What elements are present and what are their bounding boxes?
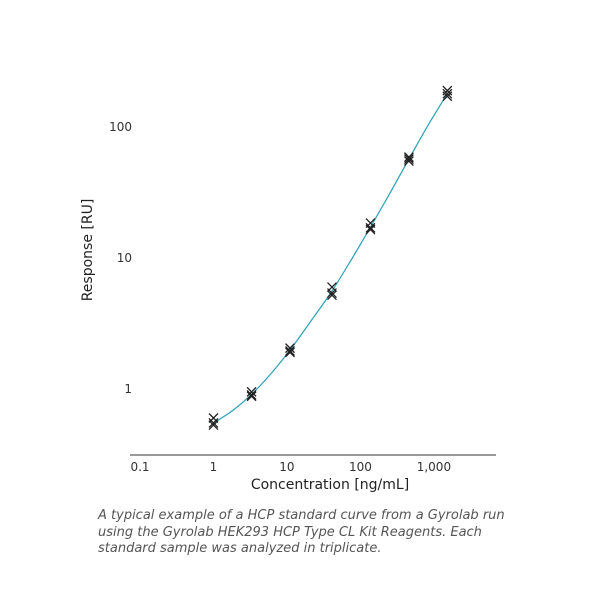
data-point-marker	[208, 420, 219, 431]
data-point-marker	[285, 346, 295, 356]
y-tick-label: 1	[124, 382, 132, 396]
y-tick-label: 10	[117, 251, 132, 265]
x-tick-labels: 0.1 1 10 100 1,000	[130, 460, 451, 474]
data-point-marker	[327, 290, 337, 301]
x-tick-label: 1,000	[417, 460, 451, 474]
data-point-marker	[285, 347, 295, 358]
data-point-marker	[246, 389, 257, 400]
data-point-marker	[365, 222, 376, 233]
fit-curve	[213, 93, 448, 424]
data-point-marker	[208, 413, 219, 423]
figure-caption: A typical example of a HCP standard curv…	[98, 508, 505, 556]
data-point-marker	[403, 152, 414, 163]
x-axis-title: Concentration [ng/mL]	[251, 477, 409, 493]
data-point-marker	[285, 343, 295, 354]
data-point-marker	[442, 91, 453, 102]
y-tick-labels: 1 10 100	[109, 120, 132, 396]
data-point-marker	[246, 391, 257, 402]
data-point-marker	[403, 154, 414, 165]
data-point-marker	[246, 386, 257, 397]
data-points	[208, 85, 453, 431]
x-tick-label: 10	[279, 460, 294, 474]
x-tick-label: 1	[210, 460, 218, 474]
y-tick-label: 100	[109, 120, 132, 134]
x-tick-label: 0.1	[130, 460, 149, 474]
y-axis-title: Response [RU]	[80, 199, 96, 302]
data-point-marker	[327, 288, 337, 299]
data-point-marker	[365, 224, 376, 235]
x-tick-label: 100	[349, 460, 372, 474]
data-point-marker	[442, 88, 453, 99]
data-point-marker	[403, 156, 414, 167]
data-point-marker	[208, 417, 219, 428]
